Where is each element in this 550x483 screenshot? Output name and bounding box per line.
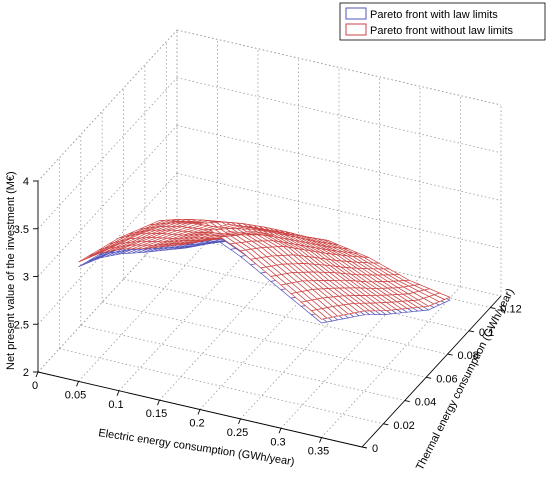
- top-left-edge: [37, 29, 178, 182]
- x-tick-label: 0.35: [308, 446, 329, 458]
- z-tick-label: 4: [23, 176, 29, 188]
- floor-grid-y: [123, 278, 448, 355]
- z-tick-label: 2: [23, 367, 29, 379]
- y-tick-label: 0.02: [393, 420, 414, 432]
- floor-grid-y: [144, 255, 470, 332]
- x-tick-mark: [35, 371, 39, 378]
- y-tick-mark: [361, 446, 368, 449]
- back-wall-grid-z: [176, 220, 502, 297]
- y-tick-label: 0.06: [436, 373, 457, 385]
- x-tick-mark: [319, 437, 322, 443]
- back-wall-grid-z: [176, 125, 502, 201]
- axes-box: [33, 180, 502, 449]
- floor-grid-x: [118, 239, 259, 392]
- surface-series-1: [78, 218, 451, 320]
- tick-labels: 00.050.10.150.20.250.30.35 00.020.040.060…: [14, 176, 522, 458]
- side-wall-grid-z: [37, 77, 178, 230]
- z-axis-label: Net present value of the investment (M€): [5, 171, 17, 370]
- side-wall-grid-z: [37, 29, 178, 182]
- y-tick-mark: [383, 423, 389, 426]
- y-tick-label: 0.12: [500, 304, 521, 316]
- x-tick-mark: [76, 381, 79, 387]
- y-tick-label: 0.08: [458, 350, 479, 362]
- legend-box: [339, 2, 546, 41]
- y-tick-label: 0.1: [479, 327, 494, 339]
- x-tick-label: 0: [32, 380, 38, 392]
- surface-cell: [78, 258, 95, 268]
- legend-label-without-limits: Pareto front without law limits: [370, 25, 514, 37]
- back-wall-grid-z: [176, 172, 502, 249]
- top-back-edge: [176, 29, 502, 106]
- z-tick-label: 2.5: [14, 319, 29, 331]
- x-axis-label: Electric energy consumption (GWh/year): [98, 427, 296, 468]
- x-tick-label: 0.3: [270, 436, 285, 448]
- y-axis-line: [361, 295, 502, 448]
- x-tick-mark: [278, 428, 282, 434]
- y-axis-label: Thermal energy consumption (GWh/year): [414, 287, 517, 473]
- x-tick-label: 0.05: [65, 389, 86, 401]
- x-tick-mark: [197, 409, 201, 415]
- x-tick-mark: [157, 399, 160, 406]
- floor-grid-y: [102, 301, 427, 378]
- legend-swatch-with-limits: [345, 7, 367, 20]
- x-tick-mark: [238, 418, 241, 425]
- z-tick-label: 3: [23, 272, 29, 284]
- x-tick-label: 0.25: [227, 427, 248, 439]
- back-wall-grid-z: [176, 77, 502, 154]
- legend-swatch-without-limits: [345, 23, 367, 36]
- legend: Pareto front with law limits Pareto fron…: [339, 2, 546, 41]
- x-tick-label: 0.1: [108, 399, 123, 411]
- y-tick-label: 0: [372, 443, 378, 455]
- surface-meshes: [78, 218, 451, 324]
- surface-cell: [310, 309, 328, 320]
- y-tick-mark: [447, 353, 453, 356]
- x-tick-mark: [116, 390, 120, 396]
- y-tick-label: 0.04: [415, 397, 436, 409]
- floor-grid-y: [59, 348, 384, 425]
- surface-cell: [78, 253, 95, 263]
- z-tick-label: 3.5: [14, 224, 29, 236]
- y-tick-mark: [468, 330, 475, 333]
- y-tick-mark: [404, 400, 410, 402]
- y-tick-mark: [426, 376, 432, 379]
- y-tick-mark: [490, 307, 496, 310]
- floor-grid-y: [80, 325, 405, 401]
- x-tick-label: 0.15: [146, 408, 167, 420]
- legend-label-with-limits: Pareto front with law limits: [370, 9, 498, 21]
- x-tick-label: 0.2: [189, 418, 204, 430]
